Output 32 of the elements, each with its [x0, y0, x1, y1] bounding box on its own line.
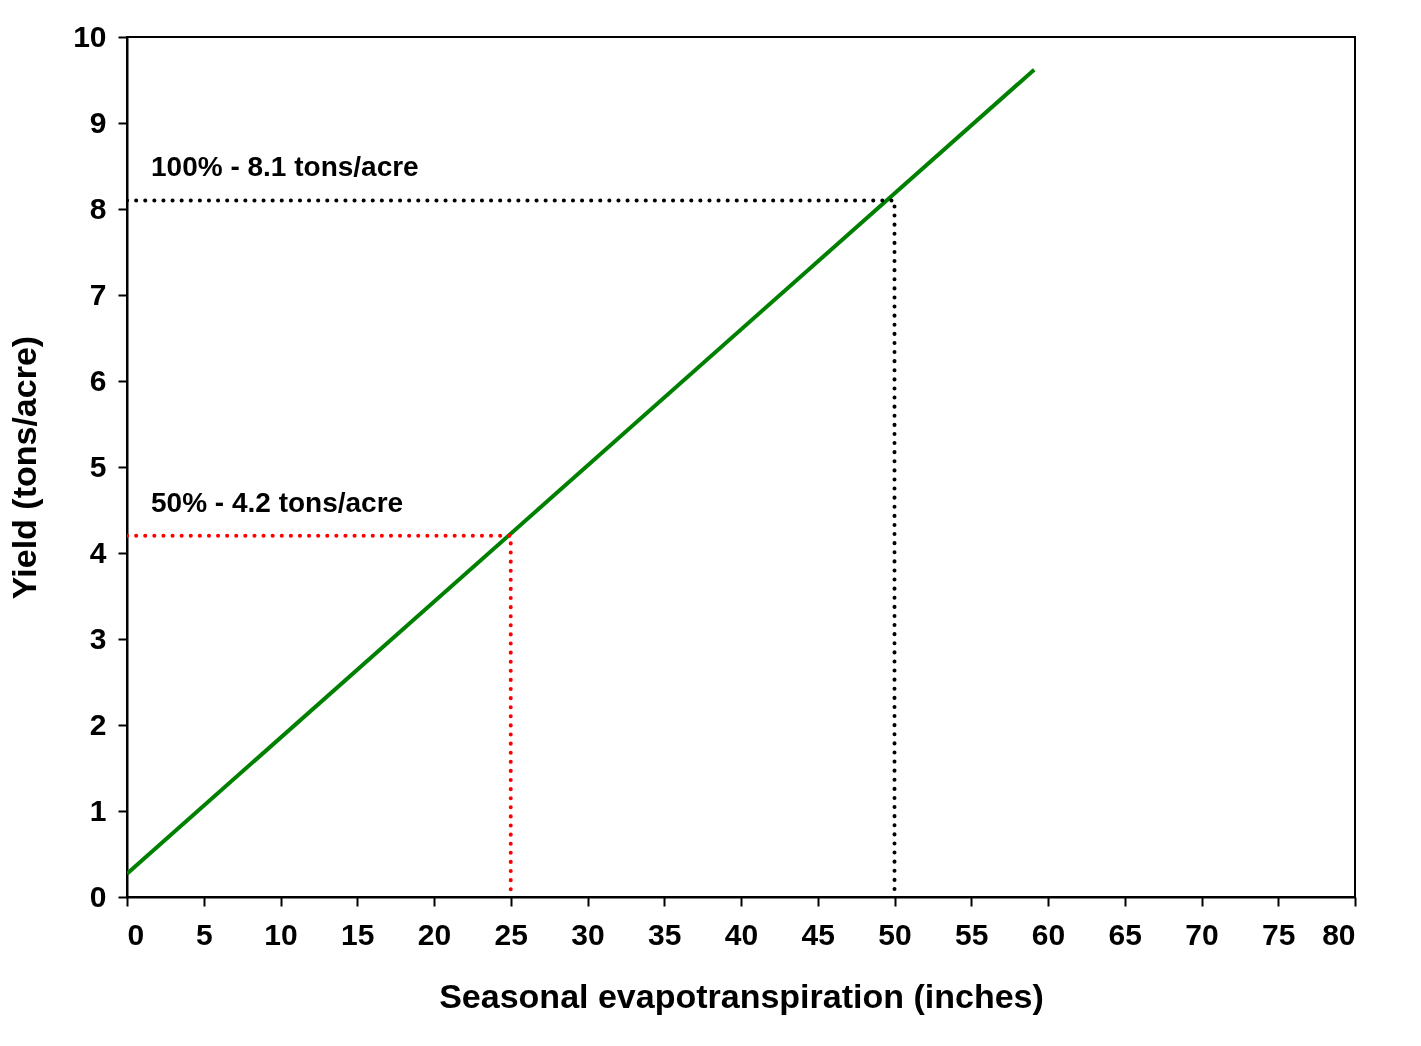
x-tick-label: 20: [417, 917, 452, 951]
x-tick-label: 45: [801, 917, 835, 951]
y-tick-label: 2: [89, 707, 107, 741]
x-tick-label: 60: [1031, 917, 1066, 951]
x-tick-label: 50: [878, 917, 912, 951]
y-axis-title: Yield (tons/acre): [5, 335, 44, 600]
y-tick-label: 6: [89, 363, 107, 397]
x-tick-label: 25: [494, 917, 528, 951]
y-tick-label: 0: [89, 879, 107, 913]
x-tick-label: 0: [127, 917, 145, 951]
x-tick-label: 65: [1108, 917, 1142, 951]
x-tick-label: 70: [1185, 917, 1219, 951]
y-tick-label: 9: [89, 105, 107, 139]
y-tick-label: 8: [89, 191, 107, 225]
x-tick-label: 5: [195, 917, 213, 951]
x-tick-label: 55: [955, 917, 989, 951]
x-tick-label: 35: [648, 917, 682, 951]
y-tick-label: 3: [89, 621, 107, 655]
annotation: 100% - 8.1 tons/acre: [151, 151, 419, 183]
x-tick-label: 75: [1262, 917, 1296, 951]
x-tick-label: 40: [724, 917, 759, 951]
y-tick-label: 10: [73, 19, 107, 53]
y-tick-label: 7: [89, 277, 107, 311]
x-tick-label: 80: [1322, 917, 1356, 951]
x-tick-label: 30: [571, 917, 605, 951]
y-tick-label: 4: [89, 535, 107, 569]
y-tick-label: 1: [89, 793, 107, 827]
x-axis-title: Seasonal evapotranspiration (inches): [439, 976, 1044, 1015]
y-tick-label: 5: [89, 449, 107, 483]
x-tick-label: 10: [264, 917, 298, 951]
x-tick-label: 15: [341, 917, 375, 951]
annotation: 50% - 4.2 tons/acre: [151, 486, 404, 518]
